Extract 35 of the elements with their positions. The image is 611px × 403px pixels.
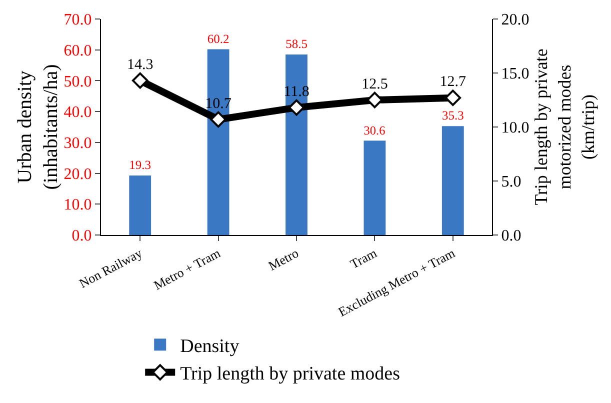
bar <box>364 140 386 235</box>
x-tick-label: Metro + Tram <box>151 245 223 293</box>
data-label: 14.3 <box>126 56 154 73</box>
bar <box>442 126 464 235</box>
data-label: 60.2 <box>207 32 230 46</box>
x-tick-label: Tram <box>348 245 380 272</box>
data-label: 12.7 <box>440 74 467 90</box>
y-tick-label: 10.0 <box>64 196 92 214</box>
point <box>132 72 148 89</box>
legend-label: Trip length by private modes <box>180 364 400 385</box>
y-tick-label: 70.0 <box>64 12 92 29</box>
data-label: 58.5 <box>286 37 308 52</box>
y-tick-label: 60.0 <box>64 42 92 60</box>
data-label: 12.5 <box>362 76 388 92</box>
y-tick-label: 0.0 <box>72 228 92 245</box>
y-tick-label: 20.0 <box>64 166 92 183</box>
y-tick-label: 50.0 <box>64 73 92 90</box>
x-tick-label: Metro <box>266 245 301 274</box>
data-label: 35.3 <box>442 108 464 123</box>
bar <box>207 49 230 235</box>
legend-label: Density <box>180 336 240 357</box>
y2-tick-label: 20.0 <box>501 12 530 29</box>
y2-tick-label: 5.0 <box>501 174 522 191</box>
y-tick-label: 30.0 <box>64 135 92 152</box>
y-axis-title: Urban density (inhabitants/ha) <box>14 64 62 190</box>
data-label: 19.3 <box>129 158 152 172</box>
y-tick-label: 40.0 <box>64 104 92 122</box>
y2-tick-label: 15.0 <box>501 66 530 83</box>
y2-tick-label: 10.0 <box>501 120 530 137</box>
y2-tick-label: 0.0 <box>501 228 522 245</box>
bar <box>286 54 308 235</box>
y2-axis-title: Trip length by private motorized modes (km/trip) <box>531 48 598 206</box>
point <box>210 111 226 128</box>
bar <box>129 175 152 235</box>
data-label: 30.6 <box>364 123 386 138</box>
